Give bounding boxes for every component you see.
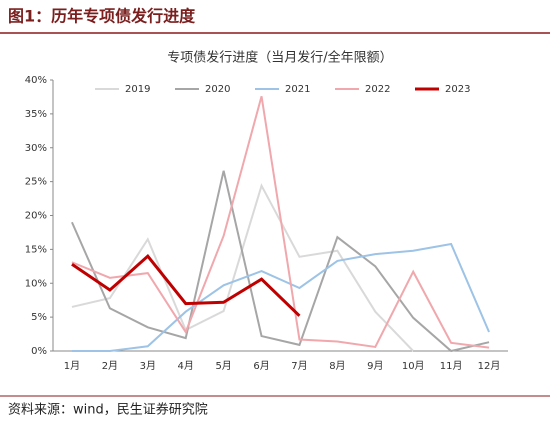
figure-title: 图1：历年专项债发行进度 — [8, 7, 196, 26]
x-tick-label: 10月 — [402, 360, 425, 372]
x-tick-label: 2月 — [102, 360, 118, 372]
x-tick-label: 6月 — [253, 360, 269, 372]
x-tick-label: 5月 — [215, 360, 231, 372]
y-tick-label: 20% — [25, 211, 47, 222]
legend-label: 2022 — [365, 84, 390, 95]
series-line — [71, 253, 301, 317]
series-line — [71, 95, 490, 349]
x-tick-label: 12月 — [478, 360, 501, 372]
y-tick-label: 0% — [31, 346, 47, 357]
series-line — [71, 183, 414, 352]
x-tick-label: 4月 — [178, 360, 194, 372]
x-tick-label: 7月 — [291, 360, 307, 372]
x-tick-label: 11月 — [440, 360, 463, 372]
x-tick-label: 9月 — [367, 360, 383, 372]
y-tick-label: 15% — [25, 244, 47, 255]
legend-label: 2019 — [125, 84, 150, 95]
x-tick-label: 3月 — [140, 360, 156, 372]
legend-label: 2023 — [445, 84, 470, 95]
y-tick-label: 25% — [25, 177, 47, 188]
x-tick-label: 1月 — [64, 360, 80, 372]
series-line — [71, 170, 490, 353]
chart-title: 专项债发行进度（当月发行/全年限额） — [167, 50, 392, 66]
y-tick-label: 10% — [25, 278, 47, 289]
series-line — [71, 242, 490, 352]
y-tick-label: 40% — [25, 75, 47, 86]
legend-label: 2020 — [205, 84, 230, 95]
y-tick-label: 5% — [31, 312, 47, 323]
y-tick-label: 30% — [25, 143, 47, 154]
source: 资料来源：wind，民生证券研究院 — [8, 402, 208, 418]
y-tick-label: 35% — [25, 109, 47, 120]
x-tick-label: 8月 — [329, 360, 345, 372]
legend-label: 2021 — [285, 84, 310, 95]
